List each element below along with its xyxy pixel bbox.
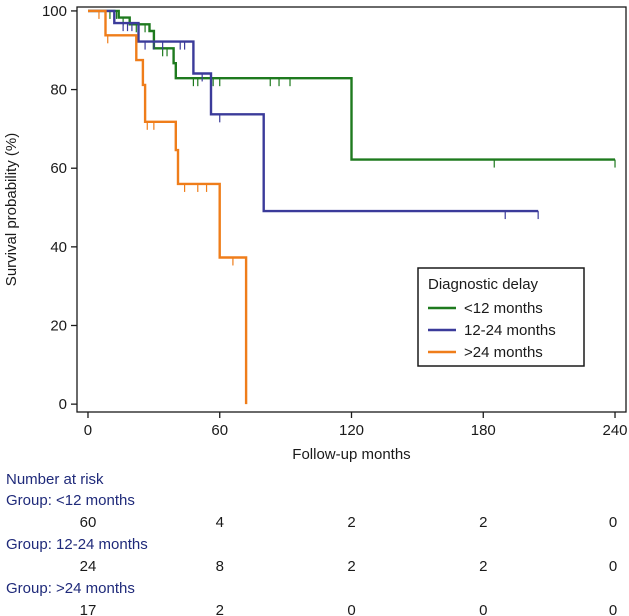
risk-value: 0 [609,558,617,575]
y-tick-label: 80 [50,82,67,99]
y-axis-title: Survival probability (%) [3,133,20,286]
risk-value: 24 [80,558,97,575]
y-tick-label: 40 [50,239,67,256]
legend-label-2: >24 months [464,344,543,361]
risk-table-title: Number at risk [6,471,104,488]
risk-group-label: Group: <12 months [6,492,135,509]
legend-title: Diagnostic delay [428,276,539,293]
risk-value: 2 [479,514,487,531]
risk-value: 0 [347,602,355,616]
x-tick-label: 120 [339,422,364,439]
series-layer [88,9,616,405]
x-tick-label: 240 [603,422,628,439]
risk-group-label: Group: 12-24 months [6,536,148,553]
risk-value: 8 [216,558,224,575]
y-tick-label: 0 [59,396,67,413]
series-line-0 [88,9,615,161]
risk-value: 0 [609,602,617,616]
y-tick-label: 20 [50,317,67,334]
risk-value: 2 [347,514,355,531]
legend: Diagnostic delay <12 months 12-24 months >… [417,267,585,367]
x-tick-label: 60 [211,422,228,439]
x-axis-title: Follow-up months [292,446,410,463]
series-line-1 [88,9,539,213]
y-tick-label: 60 [50,160,67,177]
risk-value: 2 [347,558,355,575]
risk-group-label: Group: >24 months [6,580,135,597]
x-tick-label: 0 [84,422,92,439]
risk-value: 2 [216,602,224,616]
legend-label-1: 12-24 months [464,322,556,339]
series-line-2 [88,9,248,405]
risk-table: Number at risk Group: <12 months 60 4 2 2 0 Gr… [6,471,617,616]
risk-value: 60 [80,514,97,531]
legend-label-0: <12 months [464,300,543,317]
x-tick-label: 180 [471,422,496,439]
risk-value: 4 [216,514,224,531]
axis-layer: 0 60 120 180 240 0 20 40 60 80 100 [42,3,628,439]
risk-value: 0 [479,602,487,616]
risk-value: 17 [80,602,97,616]
risk-value: 2 [479,558,487,575]
y-tick-label: 100 [42,3,67,20]
legend-box [417,267,585,367]
risk-value: 0 [609,514,617,531]
